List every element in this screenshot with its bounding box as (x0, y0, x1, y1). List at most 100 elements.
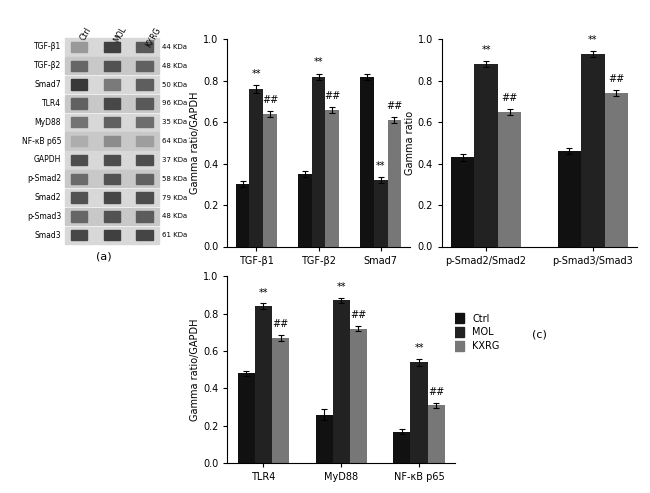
Text: ##: ## (324, 91, 341, 101)
Bar (65, 38, 159, 56)
Text: Ctrl: Ctrl (79, 25, 94, 42)
Bar (255, 306, 272, 463)
Bar (71, 98, 87, 108)
Bar (103, 192, 120, 203)
Bar (387, 120, 401, 246)
Bar (71, 174, 87, 184)
Bar (333, 300, 350, 463)
Bar (71, 136, 87, 146)
Bar (136, 61, 153, 71)
Text: 58 KDa: 58 KDa (162, 176, 188, 182)
Text: **: ** (588, 35, 597, 45)
Text: Smad2: Smad2 (34, 193, 61, 202)
Bar (71, 117, 87, 127)
Bar (103, 79, 120, 90)
Bar (238, 374, 255, 463)
Bar (65, 113, 159, 131)
Text: p-Smad2: p-Smad2 (27, 174, 61, 183)
Bar (604, 93, 628, 246)
Bar (410, 362, 428, 463)
Text: **: ** (259, 287, 268, 298)
Text: GAPDH: GAPDH (34, 155, 61, 164)
Bar (136, 192, 153, 203)
Bar (558, 151, 581, 246)
Bar (136, 136, 153, 146)
Bar (316, 415, 333, 463)
Text: TGF-β2: TGF-β2 (34, 61, 61, 70)
Text: 50 KDa: 50 KDa (162, 81, 188, 88)
Bar (311, 77, 326, 246)
Text: **: ** (414, 343, 424, 353)
Text: 44 KDa: 44 KDa (162, 44, 187, 50)
Text: 37 KDa: 37 KDa (162, 157, 188, 163)
Text: p-Smad3: p-Smad3 (27, 212, 61, 221)
Bar (263, 114, 277, 247)
Text: **: ** (376, 161, 385, 171)
Text: Smad7: Smad7 (34, 80, 61, 89)
Bar (350, 328, 367, 463)
Bar (393, 431, 410, 463)
Bar (451, 157, 474, 246)
Text: 96 KDa: 96 KDa (162, 101, 188, 106)
Bar (136, 117, 153, 127)
Bar (250, 89, 263, 246)
Bar (103, 117, 120, 127)
Bar (65, 57, 159, 74)
Text: (a): (a) (96, 251, 112, 261)
Text: Smad3: Smad3 (34, 231, 61, 240)
Bar (65, 76, 159, 93)
Y-axis label: Gamma ratio/GAPDH: Gamma ratio/GAPDH (190, 318, 200, 421)
Text: 79 KDa: 79 KDa (162, 195, 188, 201)
Text: MyD88: MyD88 (34, 118, 61, 127)
Bar (428, 405, 445, 463)
Bar (498, 112, 521, 246)
Bar (103, 230, 120, 240)
Bar (272, 338, 289, 463)
Bar (103, 98, 120, 108)
Text: ##: ## (608, 74, 625, 84)
Text: MOL: MOL (112, 25, 128, 44)
Text: ##: ## (386, 101, 402, 111)
Text: 61 KDa: 61 KDa (162, 232, 188, 238)
Bar (298, 174, 311, 246)
Bar (65, 208, 159, 225)
Bar (71, 61, 87, 71)
Bar (65, 189, 159, 206)
Text: 64 KDa: 64 KDa (162, 138, 188, 144)
Bar (65, 95, 159, 112)
Text: TLR4: TLR4 (42, 99, 61, 108)
Bar (136, 230, 153, 240)
Bar (374, 180, 387, 246)
Text: 35 KDa: 35 KDa (162, 119, 188, 125)
Bar (71, 230, 87, 240)
Text: ##: ## (350, 310, 367, 320)
Text: **: ** (314, 57, 323, 68)
Text: 48 KDa: 48 KDa (162, 213, 188, 219)
Bar (326, 110, 339, 246)
Bar (65, 226, 159, 244)
Text: **: ** (482, 45, 491, 55)
Bar (103, 155, 120, 165)
Text: KXRG: KXRG (144, 25, 163, 48)
Text: 48 KDa: 48 KDa (162, 63, 188, 69)
Text: ##: ## (272, 319, 289, 329)
Bar (71, 155, 87, 165)
Bar (103, 42, 120, 52)
Text: ##: ## (262, 95, 278, 105)
Bar (103, 136, 120, 146)
Text: TGF-β1: TGF-β1 (34, 42, 61, 51)
Bar (103, 174, 120, 184)
Bar (474, 64, 498, 246)
Bar (136, 42, 153, 52)
Bar (136, 174, 153, 184)
Y-axis label: Gamma ratio/GAPDH: Gamma ratio/GAPDH (190, 92, 200, 194)
Bar (65, 170, 159, 187)
Bar (136, 211, 153, 221)
Text: ##: ## (428, 387, 444, 397)
Text: (b): (b) (311, 329, 326, 339)
Bar (71, 42, 87, 52)
Bar (71, 79, 87, 90)
Text: ##: ## (501, 93, 517, 103)
Bar (103, 61, 120, 71)
Bar (136, 79, 153, 90)
